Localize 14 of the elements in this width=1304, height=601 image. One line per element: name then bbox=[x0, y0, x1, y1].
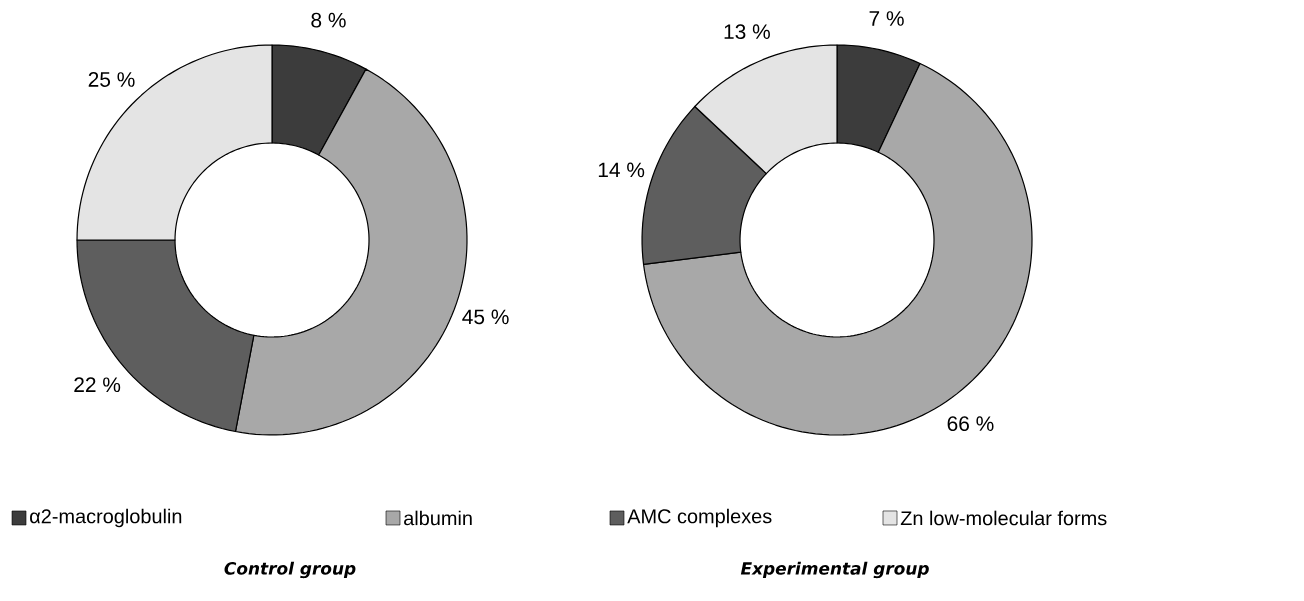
data-label: 14 % bbox=[598, 162, 645, 178]
legend-label: α2-macroglobulin bbox=[30, 508, 182, 528]
legend-label: Zn low-molecular forms bbox=[900, 510, 1107, 526]
text: Experimental group bbox=[740, 561, 929, 579]
data-label: 8 % bbox=[311, 12, 346, 28]
data-label: 22 % bbox=[74, 377, 121, 393]
legend-label: albumin bbox=[404, 510, 472, 526]
legend-label: AMC complexes bbox=[627, 508, 772, 528]
text: Control group bbox=[224, 561, 356, 579]
data-label: 25 % bbox=[88, 72, 135, 87]
data-label: 7 % bbox=[869, 11, 904, 26]
data-label: 45 % bbox=[462, 309, 509, 325]
data-label: 13 % bbox=[724, 24, 770, 40]
data-label: 66 % bbox=[947, 416, 994, 432]
